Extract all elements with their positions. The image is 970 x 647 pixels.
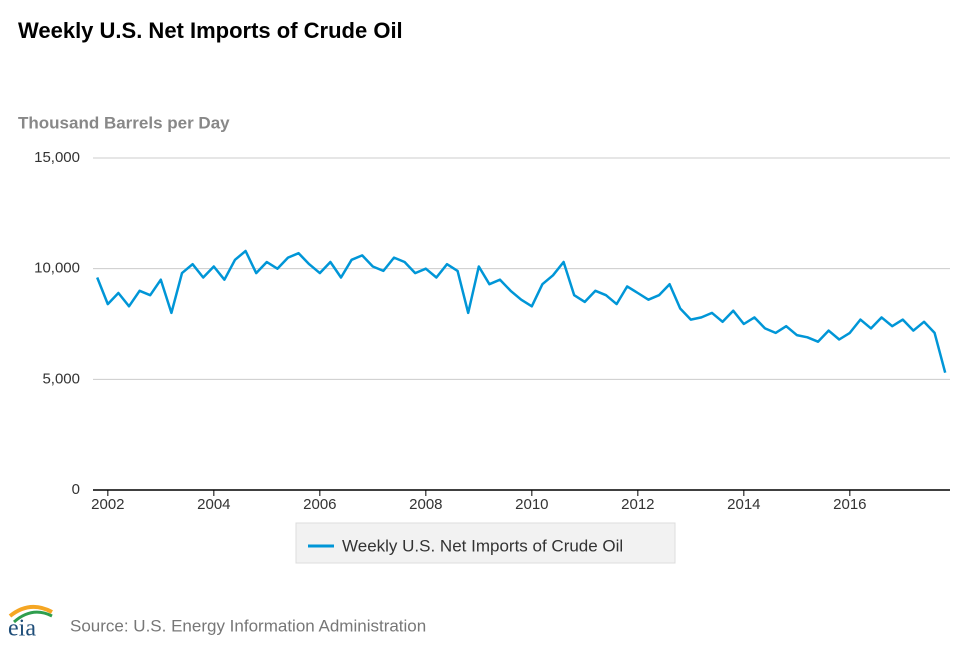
legend-box bbox=[295, 522, 676, 564]
logo: eia bbox=[8, 616, 36, 642]
x-tick-label: 2014 bbox=[727, 496, 760, 513]
legend-label: Weekly U.S. Net Imports of Crude Oil bbox=[342, 536, 623, 555]
x-tick-label: 2008 bbox=[409, 496, 442, 513]
chart-title: Weekly U.S. Net Imports of Crude Oil bbox=[18, 18, 403, 43]
data-line bbox=[96, 249, 947, 374]
logo-swoosh bbox=[8, 604, 53, 618]
y-tick-label: 15,000 bbox=[34, 149, 80, 166]
x-tick-label: 2006 bbox=[303, 496, 336, 513]
logo-swoosh bbox=[13, 610, 53, 624]
y-axis-label: Thousand Barrels per Day bbox=[18, 113, 230, 132]
x-tick-label: 2004 bbox=[197, 496, 230, 513]
source: Source: U.S. Energy Information Administ… bbox=[70, 616, 426, 635]
y-tick-label: 0 bbox=[72, 481, 80, 498]
x-tick-label: 2010 bbox=[515, 496, 548, 513]
y-tick-label: 10,000 bbox=[34, 260, 80, 277]
x-tick-label: 2016 bbox=[833, 496, 866, 513]
x-tick-label: 2012 bbox=[621, 496, 654, 513]
x-tick-label: 2002 bbox=[91, 496, 124, 513]
y-tick-label: 5,000 bbox=[42, 370, 80, 387]
